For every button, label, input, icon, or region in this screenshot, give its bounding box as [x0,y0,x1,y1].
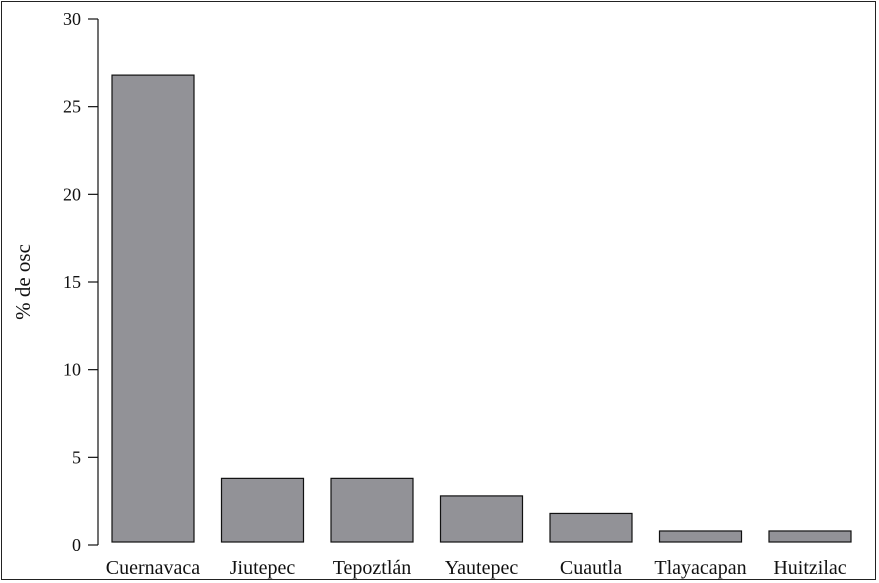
y-tick-label: 30 [63,9,81,29]
bar-jiutepec [220,477,305,543]
x-tick-label: Yautepec [445,557,519,579]
y-tick-label: 15 [63,272,81,292]
y-tick-label: 10 [63,360,81,380]
bar-cuernavaca [111,74,195,543]
x-tick-label: Tepoztlán [333,557,412,579]
y-tick-label: 5 [72,447,81,467]
x-tick-label: Cuernavaca [106,557,201,579]
y-tick-label: 20 [63,184,81,204]
bar-yautepec [439,495,524,543]
bar-huitzilac [768,530,852,543]
bars [111,74,852,543]
x-tick-label: Cuautla [560,557,622,579]
x-tick-label: Huitzilac [773,557,846,579]
x-tick-label: Jiutepec [230,557,296,579]
bar-tlayacapan [658,530,743,543]
x-tick-label: Tlayacapan [654,557,746,579]
x-axis-labels: Cuernavaca Jiutepec Tepoztlán Yautepec Cuaut… [106,557,847,579]
y-axis: 0 5 10 15 20 25 30 [63,9,99,555]
y-tick-label: 25 [63,97,81,117]
y-axis-label: % de osc [11,244,35,320]
y-tick-label: 0 [72,535,81,555]
bar-cuautla [549,512,633,543]
bar-tepoztl-n [330,477,414,543]
